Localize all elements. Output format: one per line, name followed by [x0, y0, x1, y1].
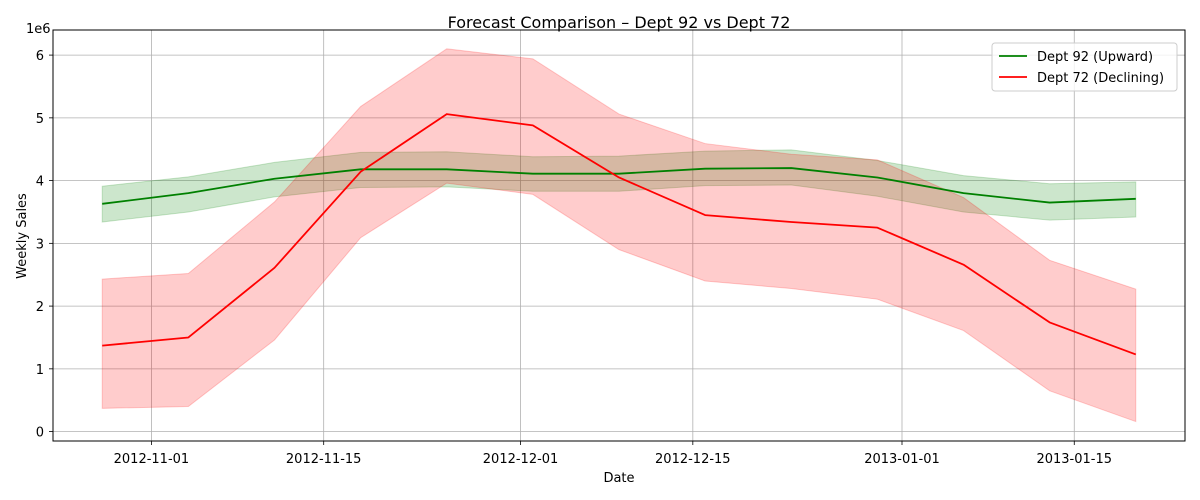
x-tick-label: 2012-12-15 [655, 452, 731, 467]
x-axis-label: Date [603, 471, 634, 486]
x-tick-label: 2013-01-01 [864, 452, 940, 467]
x-tick-label: 2012-11-15 [286, 452, 362, 467]
y-tick-label: 1 [36, 363, 44, 378]
legend-label-dept-92: Dept 92 (Upward) [1037, 50, 1153, 65]
plot-frame [52, 29, 1186, 442]
y-scale-label: 1e6 [26, 22, 51, 37]
series-line-1 [102, 113, 1137, 356]
confidence-bands [101, 48, 1137, 423]
y-tick-label: 3 [36, 237, 44, 252]
y-tick-label: 6 [36, 49, 44, 64]
legend-box [991, 42, 1178, 92]
series-line-0 [102, 167, 1136, 205]
x-tick-label: 2013-01-15 [1036, 452, 1112, 467]
grid [53, 30, 1185, 441]
y-tick-label: 2 [36, 300, 44, 315]
x-tick-label: 2012-11-01 [114, 452, 190, 467]
x-ticks: 2012-11-01 2012-11-15 2012-12-01 2012-12-15… [114, 441, 1112, 467]
y-axis-label: Weekly Sales [15, 193, 30, 279]
chart-title: Forecast Comparison – Dept 92 vs Dept 72 [448, 13, 791, 32]
confidence-band-series-0 [101, 149, 1137, 223]
y-ticks: 0 1 2 3 4 5 6 [36, 49, 53, 441]
series-lines [102, 113, 1137, 356]
confidence-band-series-1 [101, 48, 1137, 423]
legend-label-dept-72: Dept 72 (Declining) [1037, 71, 1164, 86]
legend: Dept 92 (Upward) Dept 72 (Declining) [991, 42, 1178, 92]
y-tick-label: 5 [36, 112, 44, 127]
y-tick-label: 4 [36, 175, 44, 190]
x-tick-label: 2012-12-01 [483, 452, 559, 467]
y-tick-label: 0 [36, 426, 44, 441]
